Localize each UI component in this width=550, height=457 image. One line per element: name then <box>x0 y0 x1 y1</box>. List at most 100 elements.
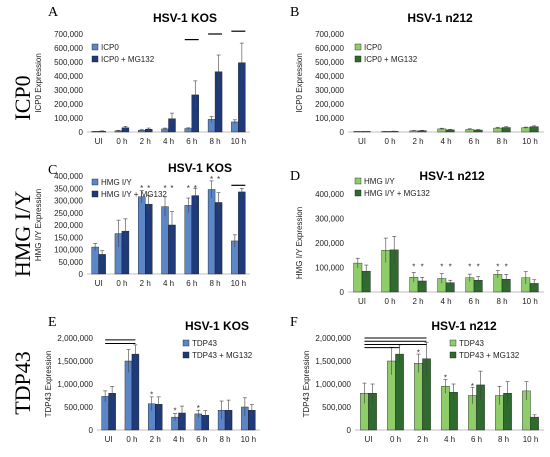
y-tick-label: 350,000 <box>54 184 83 193</box>
chart-title: HSV-1 KOS <box>185 319 249 333</box>
y-tick-label: 300,000 <box>54 86 83 95</box>
x-tick-label: UI <box>95 279 103 288</box>
x-tick-label: 2 h <box>412 297 423 306</box>
bar <box>414 363 423 431</box>
y-tick-label: 200,000 <box>54 221 83 230</box>
x-tick-label: UI <box>358 137 366 146</box>
y-axis-label: ICP0 Expression <box>295 53 304 113</box>
x-tick-label: 4 h <box>440 297 451 306</box>
bar <box>184 205 192 275</box>
y-tick-label: 600,000 <box>315 44 344 53</box>
x-tick-label: UI <box>358 297 366 306</box>
x-tick-label: 0 h <box>116 279 127 288</box>
chart-title: HSV-1 KOS <box>168 161 232 175</box>
significance-star: * <box>440 262 443 271</box>
chart-title: HSV-1 n212 <box>407 11 473 25</box>
x-tick-label: 6 h <box>186 279 197 288</box>
y-tick-label: 400,000 <box>315 72 344 81</box>
significance-star: * <box>444 374 447 383</box>
y-axis-label: HMG I/Y Expression <box>34 189 43 261</box>
chart-panel-b: B HSV-1 n212 ICP0 Expression 0 100,000 200,00… <box>290 5 544 146</box>
significance-star: * <box>449 262 452 271</box>
y-axis-label: TDP43 Expression <box>302 351 311 418</box>
y-tick-label: 0 <box>79 270 84 279</box>
y-tick-label: 300,000 <box>54 197 83 206</box>
chart-panel-a: A HSV-1 KOS ICP0 Expression 0 100,000 200,000… <box>34 5 250 146</box>
significance-star: * <box>194 184 197 193</box>
y-tick-label: 200,000 <box>54 100 83 109</box>
panel-letter: A <box>48 5 59 20</box>
row-label-icp0: ICP0 <box>10 75 35 120</box>
legend-swatch <box>354 43 362 51</box>
x-tick-label: 8 h <box>496 297 507 306</box>
panel-letter: E <box>48 315 57 330</box>
legend-swatch <box>91 190 99 198</box>
legend-swatch <box>449 339 457 347</box>
legend-label: TDP43 + MG132 <box>192 351 253 360</box>
y-tick-label: 1,500,000 <box>57 357 93 366</box>
legend-label: TDP43 <box>459 339 484 348</box>
y-tick-label: 150,000 <box>54 233 83 242</box>
legend-label: HMG I/Y + MG132 <box>364 189 430 198</box>
x-tick-label: UI <box>105 435 113 444</box>
x-tick-label: 8 h <box>210 137 221 146</box>
legend-label: ICP0 + MG132 <box>364 55 418 64</box>
significance-star: * <box>163 184 166 193</box>
bar <box>191 195 199 275</box>
x-tick-label: 2 h <box>417 435 428 444</box>
x-tick-label: 0 h <box>390 435 401 444</box>
y-tick-label: 100,000 <box>54 114 83 123</box>
y-tick-label: 500,000 <box>54 58 83 67</box>
significance-star: * <box>217 175 220 184</box>
y-tick-label: 0 <box>79 128 84 137</box>
legend-swatch <box>182 339 190 347</box>
x-tick-label: UI <box>365 435 373 444</box>
y-tick-label: 700,000 <box>54 30 83 39</box>
y-axis-label: TDP43 Expression <box>44 351 53 418</box>
y-tick-label: 400,000 <box>54 172 83 181</box>
bar <box>145 203 153 275</box>
legend-swatch <box>354 189 362 197</box>
bar <box>161 206 169 275</box>
y-axis-label: ICP0 Expression <box>34 53 43 113</box>
bar <box>207 189 216 275</box>
chart-panel-d: D HSV-1 n212 HMG I/Y Expression 0 100,000 200… <box>290 169 544 306</box>
y-tick-label: 300,000 <box>315 86 344 95</box>
y-tick-label: 1,500,000 <box>315 357 351 366</box>
x-tick-label: 10 h <box>231 279 247 288</box>
significance-star: * <box>417 349 420 358</box>
panel-letter: F <box>290 315 298 330</box>
x-tick-label: 4 h <box>163 137 174 146</box>
x-tick-label: 8 h <box>498 435 509 444</box>
x-tick-label: 10 h <box>231 137 247 146</box>
significance-star: * <box>140 184 143 193</box>
y-tick-label: 600,000 <box>54 44 83 53</box>
y-tick-label: 200,000 <box>315 239 344 248</box>
legend-swatch <box>91 43 99 51</box>
legend-swatch <box>91 55 99 63</box>
row-label-tdp43: TDP43 <box>10 351 35 415</box>
x-tick-label: 2 h <box>140 279 151 288</box>
y-tick-label: 500,000 <box>322 403 351 412</box>
significance-star: * <box>173 407 176 416</box>
x-tick-label: 10 h <box>523 435 539 444</box>
x-tick-label: 0 h <box>384 297 395 306</box>
y-tick-label: 0 <box>347 426 352 435</box>
x-tick-label: 8 h <box>496 137 507 146</box>
y-tick-label: 0 <box>89 426 94 435</box>
y-tick-label: 200,000 <box>315 100 344 109</box>
significance-star: * <box>421 262 424 271</box>
x-tick-label: 10 h <box>241 435 257 444</box>
legend-swatch <box>354 55 362 63</box>
legend-label: ICP0 <box>364 43 382 52</box>
y-tick-label: 250,000 <box>54 209 83 218</box>
x-tick-label: 8 h <box>210 279 221 288</box>
legend-label: HMG I/Y <box>101 178 132 187</box>
panel-letter: C <box>48 163 57 178</box>
bar <box>138 196 146 275</box>
x-tick-label: 4 h <box>444 435 455 444</box>
legend-label: ICP0 + MG132 <box>101 55 155 64</box>
y-tick-label: 400,000 <box>54 72 83 81</box>
chart-panel-f: F HSV-1 n212 TDP43 Expression 0 500,000 1,000… <box>290 315 544 444</box>
